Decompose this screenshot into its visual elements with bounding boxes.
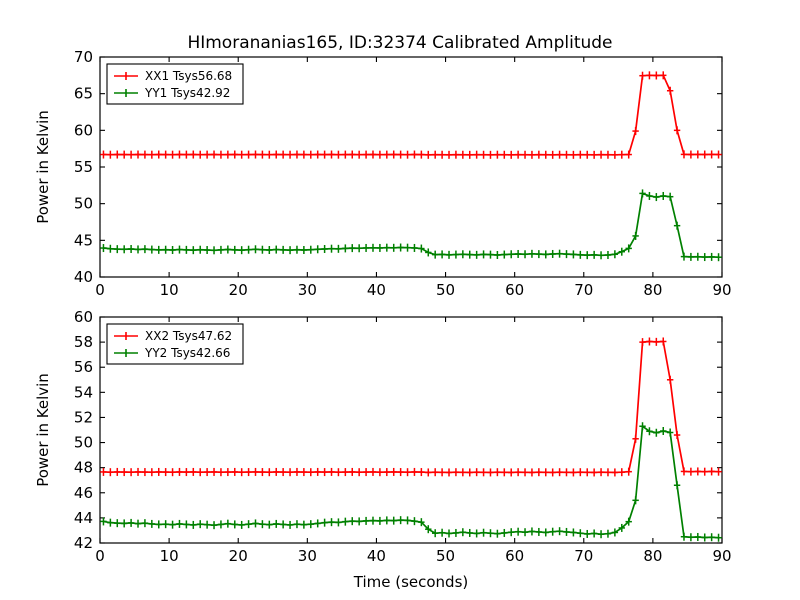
x-tick-label: 90	[712, 281, 731, 299]
legend-box	[106, 323, 244, 365]
page-title: HImorananias165, ID:32374 Calibrated Amp…	[187, 33, 612, 53]
y-tick-label: 45	[74, 231, 93, 249]
x-tick-label: 30	[298, 547, 317, 565]
panel-bottom-axes: 0 10 20 30 40 50 60 70 80 90 42 44 46 48 50 52 54 56 58 60 P…	[34, 308, 732, 591]
x-tick-label: 60	[505, 547, 524, 565]
legend-label: XX2 Tsys47.62	[145, 329, 232, 343]
y-axis-label: Power in Kelvin	[34, 373, 52, 487]
x-tick-label: 10	[160, 547, 179, 565]
x-tick-label: 30	[298, 281, 317, 299]
y-tick-label: 60	[74, 308, 93, 326]
legend-swatch	[114, 72, 138, 80]
y-tick-label: 50	[74, 195, 93, 213]
x-tick-label: 60	[505, 281, 524, 299]
y-tick-label: 55	[74, 158, 93, 176]
y-tick-label: 40	[74, 268, 93, 286]
x-axis-label: Time (seconds)	[353, 573, 469, 591]
x-tick-label: 40	[367, 547, 386, 565]
y-tick-label: 56	[74, 358, 93, 376]
y-tick-label: 58	[74, 333, 93, 351]
x-tick-label: 20	[229, 547, 248, 565]
legend-swatch	[114, 349, 138, 357]
series-markers-yy1	[100, 189, 722, 262]
x-tick-label: 80	[643, 281, 662, 299]
y-tick-label: 54	[74, 383, 93, 401]
y-tick-label: 60	[74, 121, 93, 139]
x-tick-label: 0	[95, 547, 105, 565]
x-tick-label: 70	[574, 281, 593, 299]
x-tick-label: 10	[160, 281, 179, 299]
series-markers-xx2	[100, 337, 722, 477]
series-markers-xx1	[100, 71, 722, 159]
x-tick-label: 40	[367, 281, 386, 299]
y-tick-label: 44	[74, 509, 93, 527]
y-axis-label: Power in Kelvin	[34, 110, 52, 224]
x-tick-label: 50	[436, 281, 455, 299]
panel-top-axes: 0 10 20 30 40 50 60 70 80 90 40 45 50 55 60 65 70 Power i…	[34, 48, 732, 299]
y-tick-label: 46	[74, 484, 93, 502]
legend-label: XX1 Tsys56.68	[145, 69, 232, 83]
x-tick-label: 80	[643, 547, 662, 565]
x-tick-label: 0	[95, 281, 105, 299]
x-tick-label: 50	[436, 547, 455, 565]
y-tick-label: 42	[74, 534, 93, 552]
legend-label: YY1 Tsys42.92	[144, 86, 230, 100]
y-tick-label: 65	[74, 85, 93, 103]
y-tick-label: 52	[74, 408, 93, 426]
legend-box	[106, 63, 244, 105]
legend-label: YY2 Tsys42.66	[144, 346, 230, 360]
legend-panel-top: XX1 Tsys56.68 YY1 Tsys42.92	[106, 63, 244, 105]
x-tick-label: 20	[229, 281, 248, 299]
y-tick-label: 70	[74, 48, 93, 66]
series-line-yy1	[103, 192, 719, 259]
axes-frame	[99, 316, 723, 544]
y-tick-label: 48	[74, 459, 93, 477]
legend-panel-bottom: XX2 Tsys47.62 YY2 Tsys42.66	[106, 323, 244, 365]
legend-swatch	[114, 332, 138, 340]
x-tick-label: 90	[712, 547, 731, 565]
y-tick-label: 50	[74, 434, 93, 452]
legend-swatch	[114, 89, 138, 97]
x-tick-label: 70	[574, 547, 593, 565]
series-markers-yy2	[100, 422, 722, 542]
